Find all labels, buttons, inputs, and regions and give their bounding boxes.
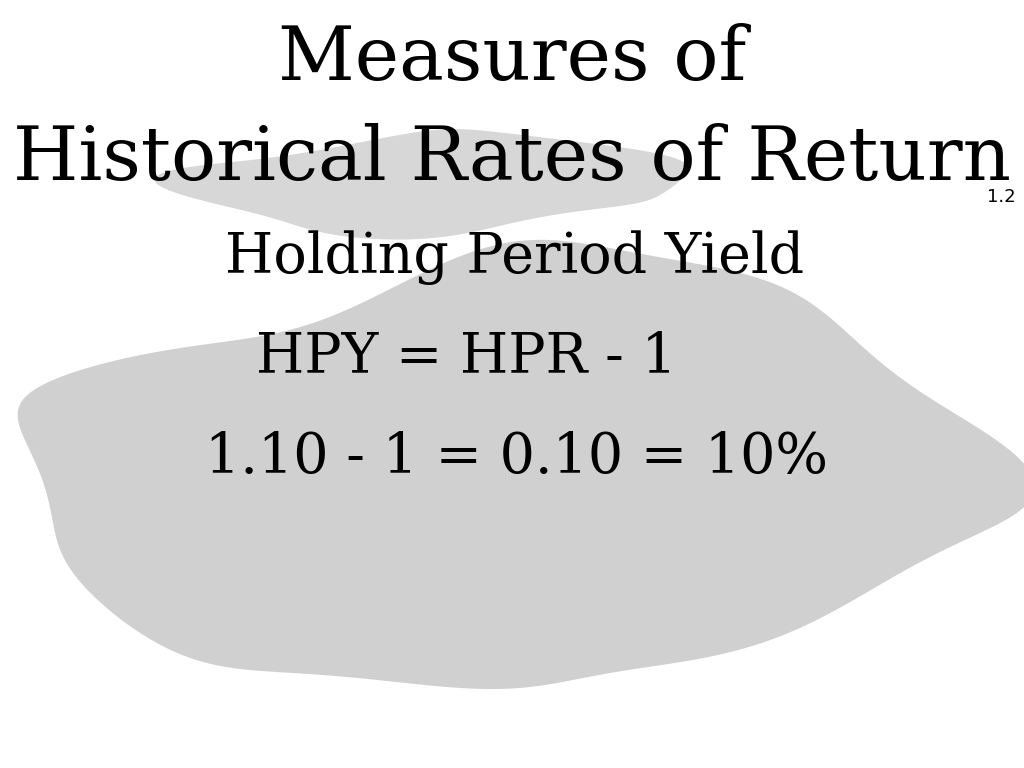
Text: HPY = HPR - 1: HPY = HPR - 1 bbox=[256, 330, 677, 385]
Text: Measures of: Measures of bbox=[278, 23, 746, 96]
Text: 1.10 - 1 = 0.10 = 10%: 1.10 - 1 = 0.10 = 10% bbox=[205, 430, 828, 485]
Text: 1.2: 1.2 bbox=[987, 188, 1016, 206]
Polygon shape bbox=[155, 129, 688, 240]
Text: Holding Period Yield: Holding Period Yield bbox=[225, 230, 805, 285]
Text: Historical Rates of Return: Historical Rates of Return bbox=[13, 123, 1011, 196]
Polygon shape bbox=[17, 240, 1024, 689]
